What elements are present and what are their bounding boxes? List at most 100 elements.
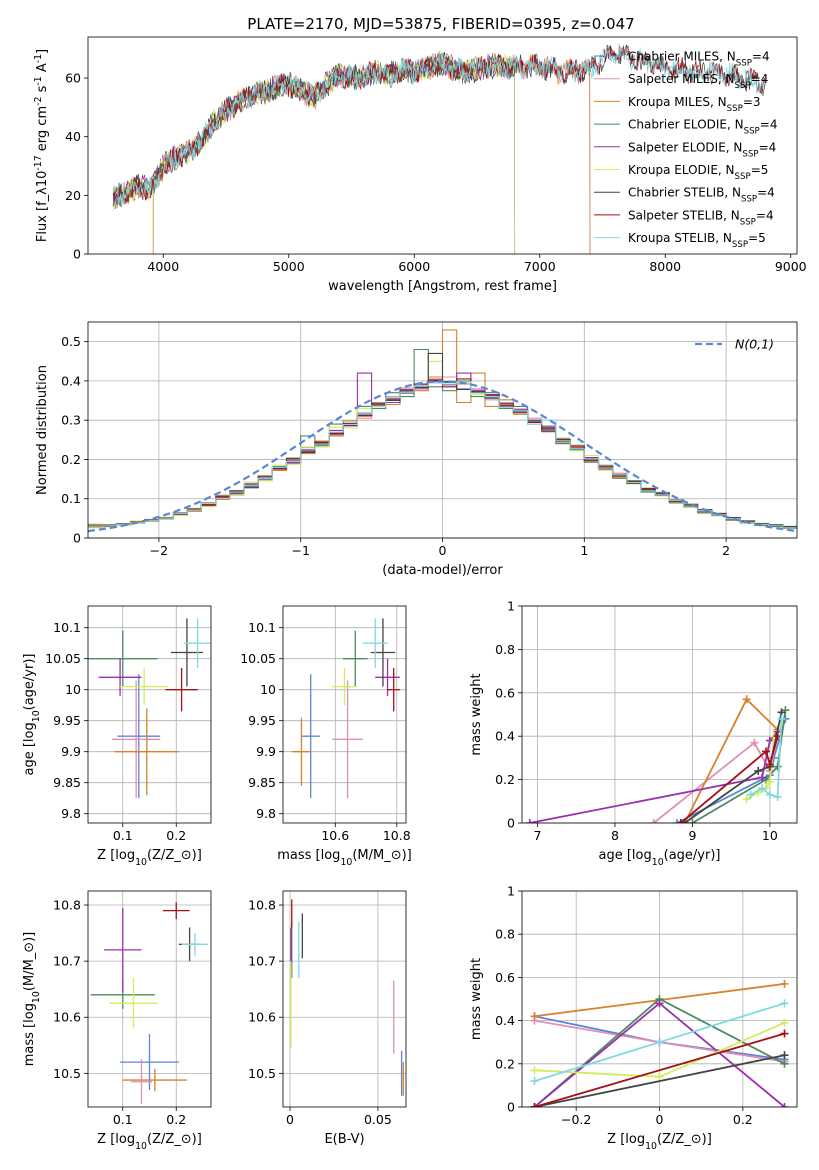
plot-area: [90, 902, 209, 1105]
weight-marker: [780, 999, 789, 1008]
y-tick-label: 10.1: [53, 620, 81, 635]
x-tick-label: −1: [291, 543, 309, 558]
x-tick-label: 0.05: [364, 1112, 392, 1127]
weight-marker: [742, 695, 751, 704]
weight-marker: [780, 979, 789, 988]
x-tick-label: 1: [580, 543, 588, 558]
legend-label: Salpeter STELIB, NSSP=4: [628, 208, 774, 227]
x-axis-label: mass [log10(M/M_⊙)]: [277, 848, 412, 868]
y-axis-label: age [log10(age/yr)]: [22, 654, 42, 776]
x-tick-label: 4000: [147, 259, 179, 274]
errorbar-kroupa-stelib: [362, 618, 388, 668]
y-tick-label: 0: [507, 816, 515, 831]
legend-label: Kroupa ELODIE, NSSP=5: [628, 163, 768, 182]
errorbar-kroupa-stelib: [184, 618, 211, 668]
weight-marker: [758, 773, 767, 782]
y-tick-label: 9.85: [248, 775, 276, 790]
y-tick-label: 0.6: [495, 685, 515, 700]
y-tick-label: 10.05: [240, 651, 276, 666]
weight-marker: [655, 999, 664, 1008]
axes-frame: [87, 321, 798, 539]
y-tick-label: 0: [73, 247, 81, 262]
panel-spectrum: 4000 5000 6000 7000 8000 9000 0 20 40 60 wavelengt…: [33, 36, 807, 294]
legend-label: N(0,1): [735, 337, 774, 352]
plot-area: [290, 899, 405, 1096]
figure-title: PLATE=2170, MJD=53875, FIBERID=0395, z=0…: [247, 15, 634, 33]
x-tick-label: 0.2: [166, 1112, 186, 1127]
errorbar-chabrier-miles: [301, 674, 320, 799]
weight-marker: [672, 819, 681, 823]
y-tick-label: 0.8: [495, 642, 515, 657]
x-axis-label: (data-model)/error: [382, 563, 503, 578]
weight-line-salpeter-stelib: [680, 735, 779, 823]
plot-area: [525, 695, 790, 823]
legend-label: Kroupa MILES, NSSP=3: [628, 95, 761, 114]
y-tick-label: 10.5: [53, 1066, 81, 1081]
panel-mass-vs-EBV: 0 0.05 10.5 10.6 10.7 10.8 E(B-V): [248, 890, 407, 1147]
errorbar-salpeter-miles: [130, 1059, 153, 1105]
weight-marker: [773, 792, 782, 801]
weight-marker: [676, 819, 685, 823]
y-tick-label: 10.6: [248, 1010, 276, 1025]
weight-line-chabrier-elodie: [691, 710, 787, 823]
errorbar-salpeter-elodie: [98, 658, 142, 696]
x-tick-label: 0.1: [113, 828, 133, 843]
y-tick-label: 10: [260, 682, 276, 697]
weight-line-salpeter-elodie: [529, 731, 779, 823]
y-tick-label: 0.1: [61, 491, 81, 506]
weight-marker: [780, 1018, 789, 1027]
errorbar-kroupa-miles: [292, 717, 311, 786]
y-tick-label: 1: [507, 884, 515, 899]
x-tick-label: 10.6: [321, 828, 349, 843]
weight-marker: [655, 1038, 664, 1047]
y-tick-label: 9.95: [53, 713, 81, 728]
x-tick-label: 7: [534, 828, 542, 843]
y-tick-label: 10.1: [248, 620, 276, 635]
errorbar-salpeter-miles: [332, 680, 363, 799]
y-tick-label: 9.9: [256, 744, 276, 759]
spectrum-line-kroupa-stelib: [112, 42, 766, 206]
x-tick-label: 0.1: [113, 1112, 133, 1127]
x-tick-label: 9000: [775, 259, 807, 274]
x-tick-label: 10.8: [383, 828, 411, 843]
errorbar-chabrier-elodie: [88, 630, 158, 687]
x-axis-label: age [log10(age/yr)]: [599, 848, 721, 868]
errorbar-salpeter-stelib: [162, 902, 190, 920]
y-tick-label: 9.85: [53, 775, 81, 790]
plot-area: [88, 618, 211, 799]
y-tick-label: 1: [507, 599, 515, 614]
y-tick-label: 40: [65, 129, 81, 144]
y-tick-label: 10: [65, 682, 81, 697]
x-tick-label: 8: [611, 828, 619, 843]
x-axis-label: Z [log10(Z/Z_⊙)]: [97, 848, 202, 868]
y-tick-label: 9.95: [248, 713, 276, 728]
x-tick-label: 6000: [398, 259, 430, 274]
axes-frame: [87, 605, 212, 824]
weight-marker: [780, 1051, 789, 1060]
weight-marker: [649, 819, 658, 823]
weight-marker: [750, 738, 759, 747]
axes-frame: [521, 605, 798, 824]
legend-label: Salpeter ELODIE, NSSP=4: [628, 140, 776, 159]
y-tick-label: 0.8: [495, 927, 515, 942]
y-axis-label: mass weight: [469, 958, 484, 1040]
y-tick-label: 10.05: [45, 651, 81, 666]
weight-line-salpeter-stelib: [534, 1032, 785, 1107]
errorbar-kroupa-miles: [114, 708, 179, 796]
y-axis-label: mass weight: [469, 673, 484, 755]
weight-marker: [780, 1059, 789, 1068]
y-tick-label: 10.8: [53, 898, 81, 913]
weight-marker: [777, 714, 786, 723]
weight-marker: [758, 784, 767, 793]
legend-label: Chabrier STELIB, NSSP=4: [628, 186, 775, 205]
y-tick-label: 20: [65, 188, 81, 203]
x-tick-label: 2: [722, 543, 730, 558]
errorbar-chabrier-stelib: [370, 618, 396, 687]
weight-marker: [742, 795, 751, 804]
x-tick-label: −0.2: [561, 1112, 591, 1127]
errorbar-chabrier-miles: [117, 674, 161, 799]
x-tick-label: 0: [656, 1112, 664, 1127]
weight-marker: [762, 747, 771, 756]
axes-frame: [521, 890, 798, 1108]
weight-marker: [765, 760, 774, 769]
